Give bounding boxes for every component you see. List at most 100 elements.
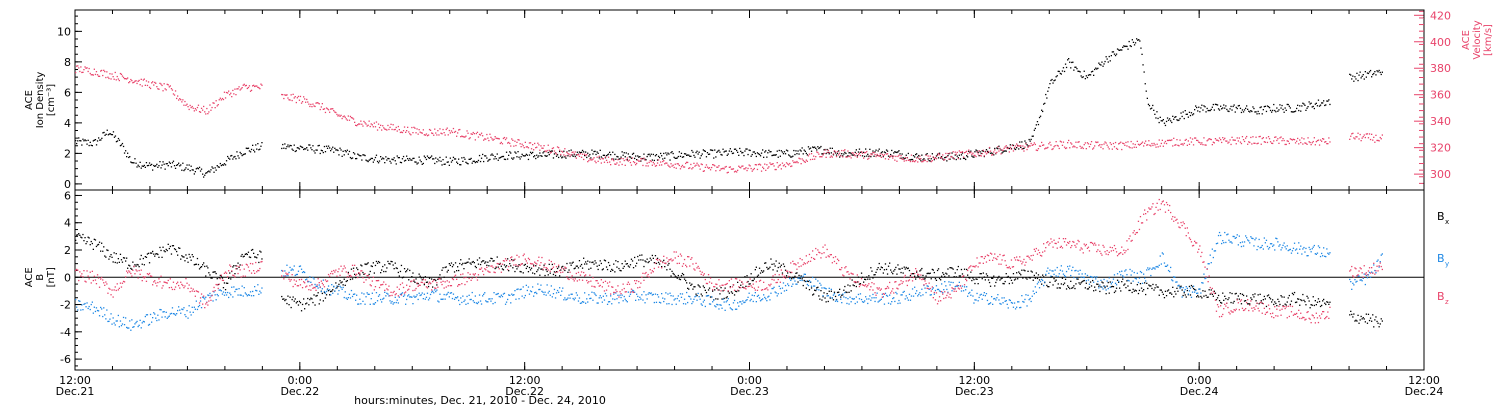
b-bx-series-point [783, 265, 786, 268]
velocity-series-point [418, 129, 420, 131]
b-by-series-point [364, 303, 366, 305]
ion-density-series-point [461, 157, 463, 159]
ion-density-series-point [778, 149, 780, 152]
ion-density-series-point [631, 153, 634, 155]
b-by-series-point [417, 298, 419, 301]
ion-density-series-point [1296, 107, 1298, 110]
b-bx-series-point [705, 291, 708, 294]
b-by-series-point [726, 300, 728, 302]
b-by-series-point [162, 311, 164, 313]
b-bx-series-point [254, 256, 256, 258]
ion-density-series-point [122, 145, 125, 148]
b-by-series-point [757, 294, 760, 296]
b-bx-series-point [650, 259, 652, 261]
b-bx-series-point [405, 271, 407, 273]
ion-density-series-point [1283, 111, 1285, 113]
b-bx-series-point [715, 298, 717, 300]
velocity-series-point [1315, 141, 1317, 143]
velocity-series-point [1187, 140, 1189, 142]
velocity-series-point [895, 155, 897, 158]
ion-density-series-point [739, 147, 741, 150]
velocity-series-point [702, 170, 704, 172]
b-bx-series-point [1296, 301, 1298, 303]
b-by-series-point [770, 292, 772, 294]
b-bx-series-point [332, 289, 334, 291]
ion-density-series-point [732, 152, 735, 154]
velocity-series-point [743, 168, 745, 170]
velocity-series-point [76, 65, 78, 67]
b-by-series-point [1112, 278, 1115, 280]
b-bx-series-point [773, 263, 775, 265]
ion-density-series-point [521, 153, 523, 155]
b-by-series-point [849, 296, 851, 298]
b-bx-series-point [985, 273, 988, 275]
b-bx-series-point [696, 294, 698, 297]
ion-density-series-point [292, 149, 294, 151]
b-field-axis-label-line: B [35, 274, 46, 281]
b-bx-series-point [187, 261, 189, 263]
ion-density-series-point [700, 155, 702, 157]
velocity-series-point [992, 154, 994, 156]
b-bx-series-point [1263, 295, 1265, 298]
ion-density-series-point [127, 152, 129, 154]
b-by-series-point [236, 288, 238, 290]
velocity-series-point [1246, 135, 1248, 138]
b-by-series-point [314, 283, 316, 286]
b-by-series-point [1102, 288, 1104, 290]
ion-density-series-point [1357, 79, 1359, 82]
ion-density-series-point [119, 145, 122, 147]
b-bx-series-point [113, 252, 115, 254]
b-by-series-point [575, 292, 577, 294]
ion-density-series-point [799, 149, 801, 151]
b-bx-series-point [168, 247, 170, 250]
b-by-series-point [848, 303, 850, 305]
b-by-series-point [399, 293, 402, 296]
velocity-series-point [715, 170, 717, 172]
velocity-series-point [244, 85, 246, 87]
b-bx-series-point [1157, 286, 1159, 288]
ion-density-series-point [128, 156, 130, 159]
b-bx-series-point [1307, 297, 1309, 299]
velocity-series-point [1373, 136, 1375, 138]
b-bx-series-point [500, 265, 502, 267]
velocity-series-point [724, 166, 726, 168]
velocity-series-point [1175, 144, 1177, 146]
b-bx-series-point [461, 264, 463, 266]
velocity-series-point [359, 123, 361, 125]
velocity-series-point [713, 164, 715, 166]
b-by-series-point [385, 295, 387, 297]
ion-density-series-point [1217, 108, 1220, 110]
b-bx-series-point [1016, 272, 1018, 274]
b-by-series [75, 231, 1383, 331]
ion-density-series-point [715, 156, 717, 158]
b-by-series-point [711, 296, 713, 298]
ion-density-series-point [1068, 58, 1070, 60]
velocity-series-point [1027, 146, 1029, 148]
b-by-series-point [392, 303, 394, 305]
b-by-series-point [569, 297, 571, 299]
ion-density-series-point [1075, 66, 1077, 68]
b-by-series-point [237, 294, 239, 296]
b-bx-series-point [952, 268, 954, 270]
b-bx-series-point [744, 276, 746, 278]
ion-density-series-point [338, 154, 340, 156]
b-bx-series-point [610, 270, 612, 272]
b-bx-series-point [496, 256, 498, 258]
b-bx-series-point [1089, 281, 1092, 283]
velocity-series-point [624, 164, 626, 166]
b-by-series-point [1037, 281, 1040, 283]
velocity-series-point [448, 129, 450, 132]
ion-density-series-point [783, 151, 786, 153]
velocity-series-point [323, 108, 326, 110]
b-by-series-point [183, 307, 185, 309]
b-by-series-point [653, 301, 655, 304]
velocity-series-point [495, 137, 497, 139]
b-by-series-point [951, 290, 953, 292]
velocity-series-point [960, 151, 963, 154]
b-bx-series-point [681, 272, 684, 275]
b-by-series-point [591, 291, 593, 293]
b-by-series-point [1211, 248, 1213, 250]
ion-density-series-point [1072, 61, 1074, 63]
b-by-series-point [753, 295, 755, 297]
b-bx-series-point [1279, 303, 1281, 306]
